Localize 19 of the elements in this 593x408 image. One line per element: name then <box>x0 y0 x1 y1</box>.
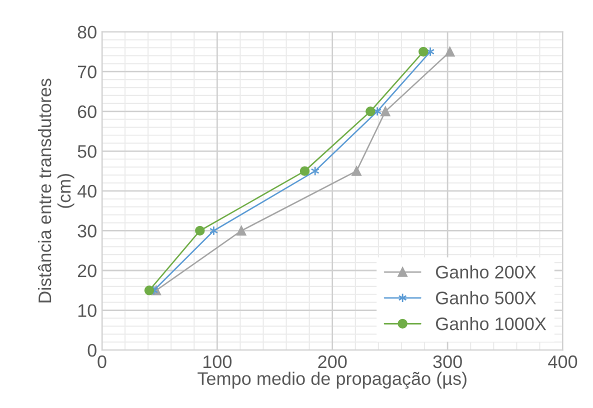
x-axis-title: Tempo medio de propagação (µs) <box>198 372 466 389</box>
x-tick-label: 300 <box>433 355 462 368</box>
x-tick-label: 400 <box>548 355 578 368</box>
legend-label: Ganho 1000X <box>436 316 546 330</box>
x-tick-label: 100 <box>204 355 232 368</box>
y-tick-label: 60 <box>78 105 96 118</box>
y-tick-label: 30 <box>78 224 96 238</box>
y-tick-label: 0 <box>88 344 96 357</box>
y-tick-label: 80 <box>78 26 96 39</box>
y-tick-label: 40 <box>77 184 96 198</box>
y-tick-label: 50 <box>78 145 96 158</box>
y-tick-label: 70 <box>78 66 96 78</box>
x-tick-label: 200 <box>318 355 347 368</box>
legend-label: Ganho 500X <box>436 291 536 304</box>
x-tick-label: 0 <box>98 355 106 368</box>
y-tick-label: 20 <box>78 264 96 278</box>
legend-label: Ganho 200X <box>436 265 536 279</box>
y-tick-label: 10 <box>78 304 96 318</box>
y-axis-title: Distância entre transdutores (cm) <box>38 78 74 302</box>
